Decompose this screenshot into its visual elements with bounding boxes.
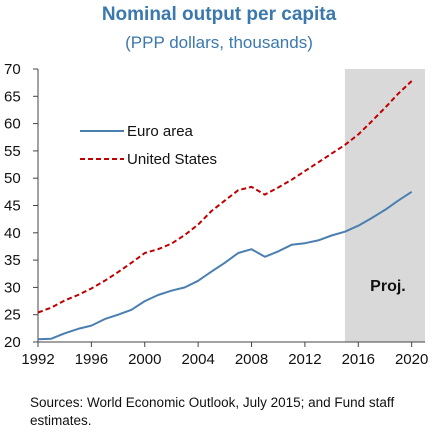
legend-label: Euro area [127, 123, 194, 140]
projection-band [344, 69, 425, 342]
y-tick-label: 30 [4, 279, 21, 296]
y-tick-label: 50 [4, 170, 21, 187]
y-tick-label: 45 [4, 198, 21, 215]
y-tick-label: 40 [4, 225, 21, 242]
series-line-euro-area [37, 190, 413, 341]
projection-label: Proj. [370, 278, 406, 295]
x-tick-label: 2012 [288, 351, 321, 368]
line-chart: Proj. 20 25 30 35 40 45 50 55 60 65 70 1992 1996 2000… [4, 61, 428, 368]
x-tick-label: 2008 [235, 351, 268, 368]
y-tick-label: 25 [4, 307, 21, 324]
y-tick-label: 60 [4, 116, 21, 133]
chart-subtitle: (PPP dollars, thousands) [125, 33, 313, 52]
y-tick-label: 20 [4, 334, 21, 351]
chart-title: Nominal output per capita [101, 4, 337, 25]
x-tick-label: 2020 [395, 351, 428, 368]
y-tick-label: 55 [4, 143, 21, 160]
x-tick-label: 2004 [181, 351, 214, 368]
y-tick-label: 65 [4, 88, 21, 105]
y-tick-label: 35 [4, 252, 21, 269]
series-line-united-states [37, 80, 413, 314]
x-tick-label: 1996 [75, 351, 108, 368]
x-tick-label: 2016 [342, 351, 375, 368]
y-tick-label: 70 [4, 61, 21, 78]
source-note: Sources: World Economic Outlook, July 20… [30, 395, 395, 428]
x-tick-label: 1992 [21, 351, 54, 368]
x-tick-label: 2000 [128, 351, 161, 368]
legend-label: United States [127, 151, 217, 168]
